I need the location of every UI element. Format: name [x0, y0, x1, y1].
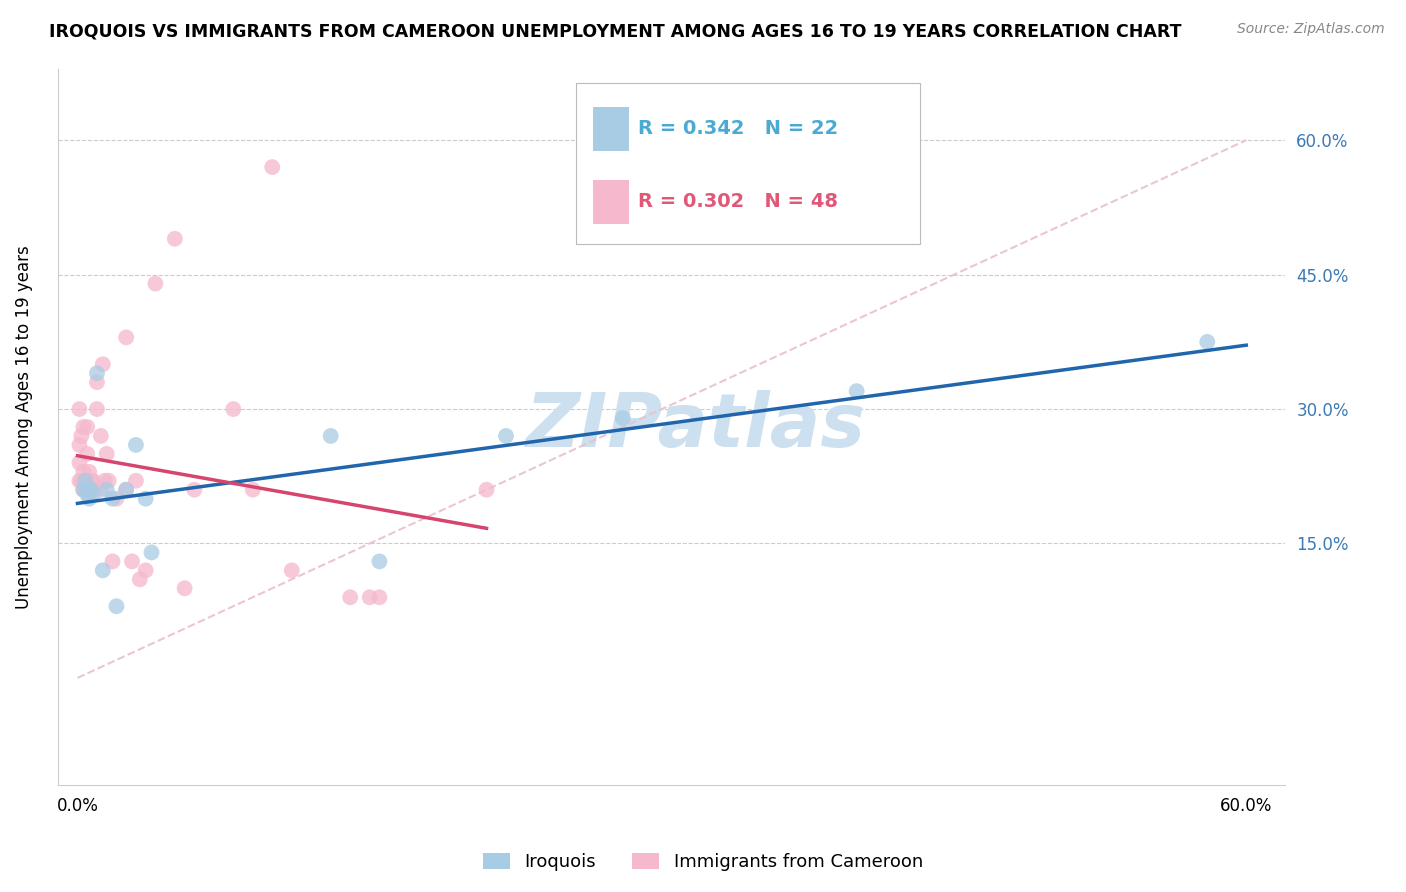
Point [90, 483, 112, 497]
Point [80, 483, 103, 497]
Point [242, 483, 264, 497]
Point [77, 483, 100, 497]
Point [495, 429, 517, 443]
Point [339, 591, 361, 605]
Point [368, 591, 391, 605]
Point [76, 447, 98, 461]
Point [281, 563, 304, 577]
Point [612, 411, 634, 425]
Point [121, 554, 143, 568]
Point [76, 483, 98, 497]
Point [76, 487, 98, 501]
Point [145, 277, 167, 291]
Point [173, 582, 195, 596]
Point [77, 491, 100, 506]
Point [262, 160, 284, 174]
Point [75, 483, 97, 497]
Point [125, 438, 148, 452]
Point [72, 420, 94, 434]
Point [75, 474, 97, 488]
Text: IROQUOIS VS IMMIGRANTS FROM CAMEROON UNEMPLOYMENT AMONG AGES 16 TO 19 YEARS CORR: IROQUOIS VS IMMIGRANTS FROM CAMEROON UNE… [49, 22, 1181, 40]
Point [222, 402, 245, 417]
Point [359, 591, 381, 605]
Point [319, 429, 342, 443]
Point [105, 599, 128, 614]
Point [115, 483, 138, 497]
FancyBboxPatch shape [576, 83, 920, 244]
Y-axis label: Unemployment Among Ages 16 to 19 years: Unemployment Among Ages 16 to 19 years [15, 245, 32, 609]
Point [72, 483, 94, 497]
Point [72, 465, 94, 479]
Point [96, 447, 118, 461]
Point [368, 554, 391, 568]
Point [67, 438, 90, 452]
Point [82, 474, 104, 488]
Point [72, 483, 94, 497]
Text: Source: ZipAtlas.com: Source: ZipAtlas.com [1237, 22, 1385, 37]
Point [67, 456, 90, 470]
Point [183, 483, 205, 497]
Point [94, 474, 117, 488]
Text: R = 0.342   N = 22: R = 0.342 N = 22 [638, 120, 839, 138]
Legend: Iroquois, Immigrants from Cameroon: Iroquois, Immigrants from Cameroon [475, 846, 931, 879]
Point [115, 483, 138, 497]
Point [70, 474, 93, 488]
FancyBboxPatch shape [593, 179, 628, 224]
Point [135, 491, 157, 506]
Point [90, 429, 112, 443]
Point [128, 572, 150, 586]
Point [80, 483, 103, 497]
Point [67, 402, 90, 417]
Point [76, 483, 98, 497]
Point [82, 487, 104, 501]
Point [67, 474, 90, 488]
Point [101, 554, 124, 568]
Point [97, 474, 120, 488]
Point [845, 384, 868, 398]
Point [86, 402, 108, 417]
Point [76, 420, 98, 434]
FancyBboxPatch shape [593, 106, 628, 151]
Point [101, 491, 124, 506]
Point [70, 429, 93, 443]
Point [77, 465, 100, 479]
Point [86, 375, 108, 389]
Point [105, 491, 128, 506]
Text: ZIPatlas: ZIPatlas [526, 391, 866, 464]
Point [141, 545, 163, 559]
Point [163, 232, 186, 246]
Point [82, 483, 104, 497]
Point [75, 474, 97, 488]
Point [1197, 334, 1219, 349]
Text: R = 0.302   N = 48: R = 0.302 N = 48 [638, 193, 838, 211]
Point [475, 483, 498, 497]
Point [86, 366, 108, 380]
Point [125, 474, 148, 488]
Point [80, 474, 103, 488]
Point [115, 330, 138, 344]
Point [135, 563, 157, 577]
Point [91, 357, 114, 371]
Point [91, 563, 114, 577]
Point [96, 483, 118, 497]
